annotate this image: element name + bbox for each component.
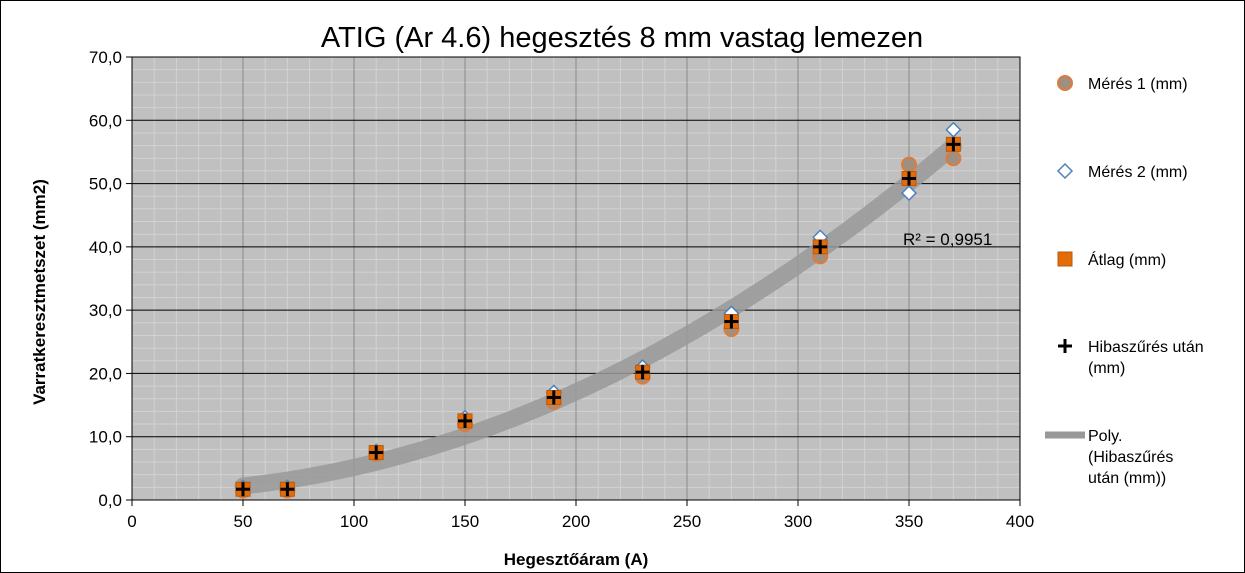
x-tick-label: 300 [784,512,812,531]
plus-marker-v [729,314,733,329]
plus-marker-v [951,137,955,152]
legend: Mérés 1 (mm) Mérés 2 (mm) Átlag (mm) Hibasz… [1045,75,1204,487]
series-4-point [458,413,472,428]
x-axis-label: Hegesztőáram (A) [504,550,649,569]
y-tick-label: 60,0 [89,111,122,130]
legend-label-3: Átlag (mm) [1088,250,1166,269]
series-4-point [813,239,828,254]
plus-marker-v [285,482,289,497]
series-4-point [280,482,295,497]
y-tick-label: 0,0 [98,491,122,510]
trendline [234,137,962,495]
y-tick-label: 40,0 [89,238,122,257]
series-2-point [900,185,918,202]
series-4-point [946,137,961,152]
plus-marker-v [241,482,245,497]
x-tick-label: 200 [562,512,590,531]
series-1-point [901,156,917,173]
legend-label-1: Mérés 1 (mm) [1088,76,1188,93]
plus-marker-v [907,171,911,186]
series-4-point [724,314,739,329]
plot-area: 0 50 100 150 200 250 300 350 400 0,0 10,0 20,0 30,0 4… [89,48,1034,531]
x-tick-label: 100 [340,512,368,531]
legend-label-5: Poly. (Hibaszűrés után (mm)) [1088,428,1173,487]
x-tick-label: 350 [895,512,923,531]
legend-marker-1 [1057,75,1073,91]
x-tick-label: 50 [234,512,253,531]
chart-title: ATIG (Ar 4.6) hegesztés 8 mm vastag leme… [321,22,923,54]
x-tick-label: 150 [451,512,479,531]
x-tick-label: 250 [673,512,701,531]
series-1-point [945,150,962,167]
plus-marker-v [1063,339,1067,353]
legend-label-4: Hibaszűrés után (mm) [1088,339,1204,377]
y-tick-label: 20,0 [89,364,122,383]
x-tick-label: 400 [1006,512,1034,531]
y-tick-label: 30,0 [89,301,122,320]
y-tick-label: 50,0 [89,175,122,194]
series-4-point [635,365,650,380]
plus-marker-v [641,365,645,380]
r-squared-annotation: R² = 0,9951 [903,230,992,249]
plus-marker-v [463,413,467,428]
plus-marker-v [374,445,378,460]
legend-marker-3 [1057,251,1073,267]
legend-marker-2 [1056,162,1074,180]
series-4-point [546,390,561,405]
series-4-point [902,171,916,186]
plus-marker-v [552,390,556,405]
series-4-point [369,445,384,460]
series-4-point [236,482,250,497]
x-tick-label: 0 [127,512,136,531]
y-tick-label: 70,0 [89,48,122,67]
legend-marker-4 [1058,339,1072,353]
plus-marker-v [818,239,822,254]
series-2-point [945,121,962,138]
legend-label-2: Mérés 2 (mm) [1088,164,1188,181]
y-axis-label: Varratkeresztmetszet (mm2) [30,179,49,405]
y-tick-label: 10,0 [89,428,122,447]
